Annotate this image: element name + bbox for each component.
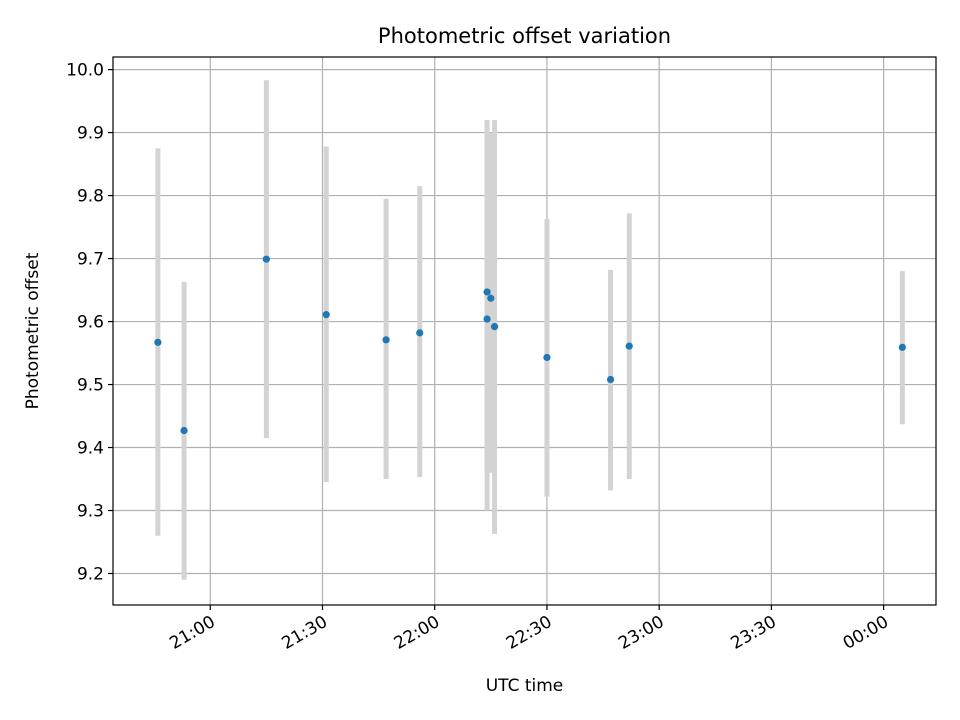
data-point — [483, 288, 491, 296]
data-point — [483, 315, 491, 323]
y-tick-label: 9.2 — [77, 565, 104, 585]
plot-frame — [112, 56, 937, 606]
y-tick-label: 9.3 — [77, 502, 104, 522]
y-axis-ticks: 9.2 9.3 9.4 9.5 9.6 9.7 9.8 9.9 10.0 — [66, 61, 113, 585]
data-point — [262, 255, 270, 263]
data-point — [154, 338, 162, 346]
data-point — [416, 329, 424, 337]
y-axis-title: Photometric offset — [23, 252, 43, 409]
data-point — [898, 343, 906, 351]
y-tick-label: 9.8 — [77, 187, 104, 207]
x-axis-title: UTC time — [486, 676, 564, 696]
y-tick-label: 9.7 — [77, 250, 104, 270]
y-tick-label: 10.0 — [66, 61, 104, 81]
data-point — [543, 353, 551, 362]
data-point — [180, 426, 188, 435]
y-tick-label: 9.6 — [77, 313, 104, 333]
data-point — [490, 322, 499, 331]
data-point — [606, 375, 615, 384]
chart-title: Photometric offset variation — [378, 24, 671, 48]
data-point — [322, 311, 330, 319]
y-tick-label: 9.4 — [77, 439, 104, 459]
y-tick-label: 9.5 — [77, 376, 104, 396]
data-point — [382, 336, 390, 344]
data-points — [154, 255, 906, 435]
y-tick-label: 9.9 — [77, 124, 104, 144]
data-point — [625, 342, 633, 350]
data-point — [487, 294, 495, 302]
